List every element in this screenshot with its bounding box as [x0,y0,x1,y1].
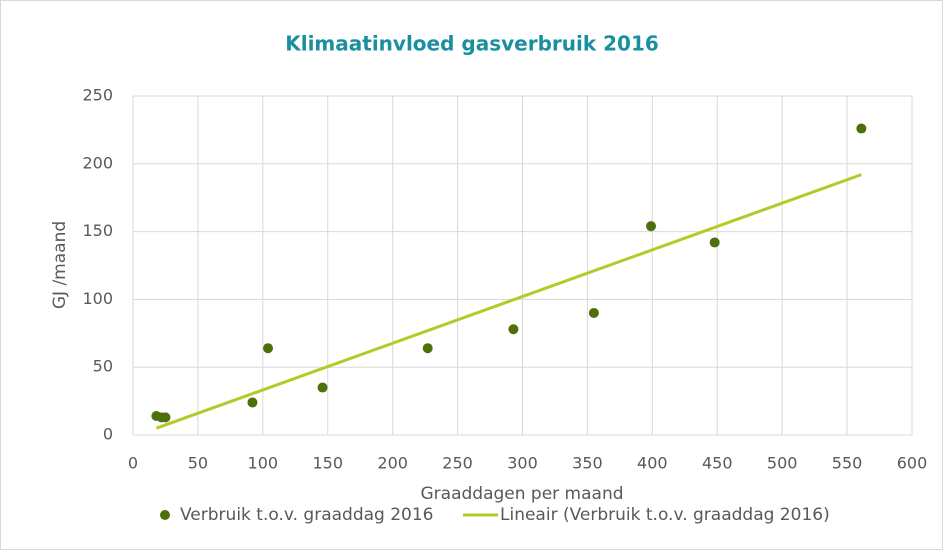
x-axis-label: Graaddagen per maand [420,484,623,504]
legend-label: Verbruik t.o.v. graaddag 2016 [180,505,433,525]
y-tick-label: 200 [82,153,113,172]
data-point [856,123,867,134]
data-point [160,412,171,423]
y-tick-label: 150 [82,221,113,240]
x-tick-label: 100 [248,454,279,473]
data-point [709,237,720,248]
x-tick-label: 150 [312,454,343,473]
data-point [247,397,258,408]
data-point [317,382,328,393]
x-tick-label: 200 [377,454,408,473]
x-tick-label: 500 [767,454,798,473]
legend-marker [160,510,170,520]
x-tick-label: 50 [188,454,208,473]
data-point [588,307,599,318]
data-point [263,343,274,354]
y-tick-label: 250 [82,86,113,105]
data-point [508,324,519,335]
data-point [422,343,433,354]
x-tick-label: 400 [637,454,668,473]
x-tick-label: 450 [702,454,733,473]
chart-title: Klimaatinvloed gasverbruik 2016 [285,32,659,56]
x-tick-label: 300 [507,454,538,473]
legend-label: Lineair (Verbruik t.o.v. graaddag 2016) [500,505,830,525]
y-tick-label: 50 [93,357,113,376]
x-tick-label: 0 [128,454,138,473]
x-tick-label: 550 [832,454,863,473]
y-axis-label: GJ /maand [50,221,70,309]
y-tick-label: 0 [103,425,113,444]
trend-line [155,173,862,430]
x-tick-label: 600 [897,454,928,473]
x-tick-label: 350 [572,454,603,473]
x-tick-label: 250 [442,454,473,473]
data-point [646,221,657,232]
y-tick-label: 100 [82,289,113,308]
